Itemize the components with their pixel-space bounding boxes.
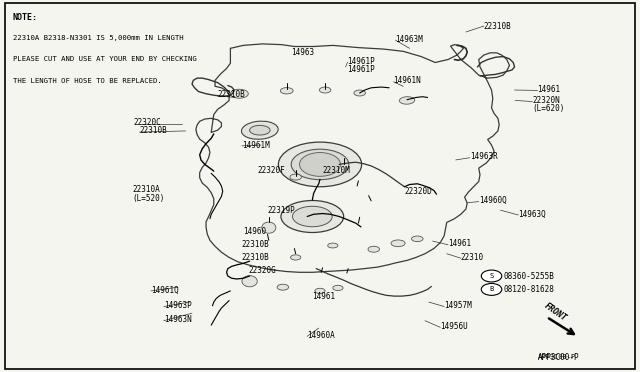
Ellipse shape [368, 246, 380, 252]
Text: (L=520): (L=520) [132, 194, 165, 203]
Ellipse shape [412, 236, 423, 242]
Text: 22310B: 22310B [484, 22, 511, 31]
Text: FRONT: FRONT [543, 301, 568, 323]
Ellipse shape [399, 97, 415, 104]
Text: 14963M: 14963M [396, 35, 423, 44]
Ellipse shape [250, 125, 270, 135]
Ellipse shape [328, 243, 338, 248]
Text: 22310B: 22310B [218, 90, 245, 99]
Text: 14961: 14961 [312, 292, 335, 301]
Ellipse shape [241, 121, 278, 139]
Ellipse shape [230, 89, 248, 98]
Ellipse shape [291, 149, 349, 180]
Text: 14963: 14963 [291, 48, 314, 57]
Circle shape [481, 270, 502, 282]
Text: APP3C00-P: APP3C00-P [538, 353, 579, 362]
Text: 14956U: 14956U [440, 322, 468, 331]
Text: 22310A: 22310A [132, 185, 160, 194]
Text: 14961M: 14961M [242, 141, 269, 150]
Ellipse shape [281, 201, 344, 232]
Text: 14961P: 14961P [348, 57, 375, 65]
Text: 22320N: 22320N [532, 96, 560, 105]
Ellipse shape [315, 288, 325, 294]
Text: 08120-81628: 08120-81628 [503, 285, 554, 294]
Ellipse shape [354, 90, 365, 96]
Text: 14957M: 14957M [444, 301, 472, 310]
Text: 14963Q: 14963Q [518, 210, 546, 219]
Text: NOTE:: NOTE: [13, 13, 38, 22]
Text: PLEASE CUT AND USE AT YOUR END BY CHECKING: PLEASE CUT AND USE AT YOUR END BY CHECKI… [13, 56, 196, 62]
Text: 14960: 14960 [243, 227, 266, 236]
Circle shape [300, 153, 340, 176]
Ellipse shape [280, 87, 293, 94]
Text: 22310: 22310 [461, 253, 484, 262]
Ellipse shape [277, 284, 289, 290]
Text: 14963P: 14963P [164, 301, 191, 310]
Text: 14960Q: 14960Q [479, 196, 506, 205]
Ellipse shape [290, 174, 301, 180]
Text: 22310B: 22310B [140, 126, 167, 135]
Text: THE LENGTH OF HOSE TO BE REPLACED.: THE LENGTH OF HOSE TO BE REPLACED. [13, 78, 161, 84]
Text: 14963N: 14963N [164, 315, 191, 324]
Text: B: B [490, 286, 493, 292]
Text: 22319P: 22319P [268, 206, 295, 215]
Text: (L=620): (L=620) [532, 104, 565, 113]
Text: 22320F: 22320F [257, 166, 285, 174]
Circle shape [481, 283, 502, 295]
Text: 22320G: 22320G [248, 266, 276, 275]
Text: 14960A: 14960A [307, 331, 335, 340]
Text: 14961N: 14961N [394, 76, 421, 85]
Text: 14963R: 14963R [470, 153, 497, 161]
Text: 14961: 14961 [538, 85, 561, 94]
Text: 08360-5255B: 08360-5255B [503, 272, 554, 280]
Text: 14961: 14961 [448, 239, 471, 248]
Text: 22310B: 22310B [242, 240, 269, 248]
Text: 22320C: 22320C [133, 118, 161, 126]
Text: 22310A B2318-N3301 IS 5,000mm IN LENGTH: 22310A B2318-N3301 IS 5,000mm IN LENGTH [13, 35, 184, 41]
Ellipse shape [262, 222, 276, 233]
Text: APP3C00-P: APP3C00-P [538, 354, 576, 360]
Text: 22310M: 22310M [323, 166, 350, 174]
Ellipse shape [333, 285, 343, 291]
Ellipse shape [391, 240, 405, 247]
Ellipse shape [319, 87, 331, 93]
Ellipse shape [291, 255, 301, 260]
Text: 14961Q: 14961Q [151, 286, 179, 295]
Text: 22310B: 22310B [242, 253, 269, 262]
Ellipse shape [278, 142, 362, 187]
Text: 14961P: 14961P [348, 65, 375, 74]
Ellipse shape [292, 206, 332, 227]
Text: 22320D: 22320D [404, 187, 432, 196]
Text: S: S [490, 273, 493, 279]
Ellipse shape [242, 276, 257, 287]
